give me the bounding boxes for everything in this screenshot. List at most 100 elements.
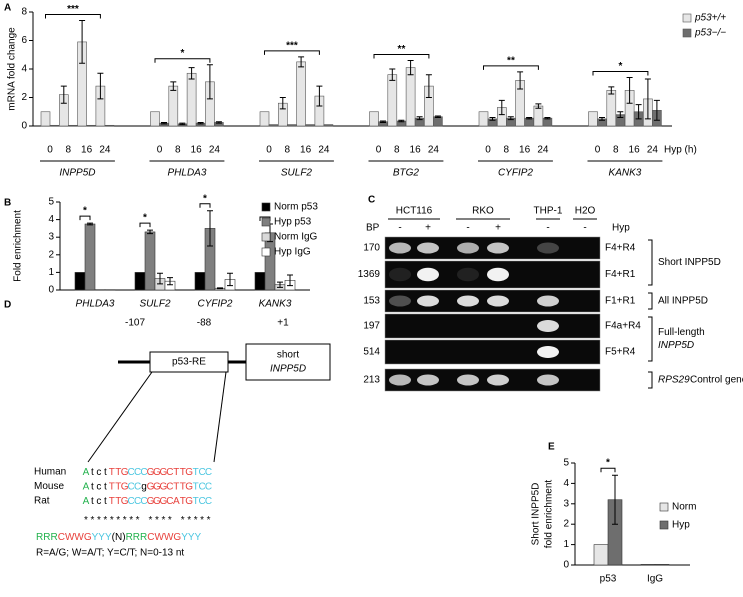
- gene-label: INPP5D: [270, 364, 306, 375]
- bar: [74, 272, 86, 291]
- sequence-char: C: [140, 496, 147, 507]
- significance-bracket: [592, 71, 649, 76]
- x-axis-label: Hyp (h): [664, 145, 697, 156]
- bar: [134, 272, 146, 291]
- sequence-char: T: [115, 481, 121, 492]
- size-label: 1369: [358, 269, 381, 280]
- y-tick-label: 5: [48, 197, 54, 208]
- gel-band: [389, 295, 411, 307]
- gel-band: [457, 374, 479, 386]
- bar: [305, 124, 315, 127]
- significance-bracket: [45, 14, 101, 19]
- legend-swatch: [682, 13, 692, 23]
- gel-band: [487, 295, 509, 307]
- sequence-char: G: [153, 496, 161, 507]
- sequence-char: G: [121, 481, 129, 492]
- sequence-char: T: [115, 496, 121, 507]
- group-bracket: [648, 292, 653, 310]
- error-bar: [626, 77, 633, 104]
- category-label: SULF2: [139, 299, 171, 310]
- gel-band: [457, 295, 479, 307]
- error-bar: [644, 78, 651, 120]
- bar: [150, 111, 160, 127]
- bar: [387, 74, 398, 127]
- error-bar: [612, 474, 618, 525]
- error-bar: [277, 281, 283, 288]
- significance: ***: [67, 4, 79, 15]
- sequence-char: C: [128, 481, 135, 492]
- bar: [144, 231, 156, 291]
- sequence-char: *: [187, 515, 191, 526]
- sequence-char: *: [168, 515, 172, 526]
- gel-band: [537, 295, 559, 307]
- significance-bracket: [79, 215, 91, 221]
- y-tick-label: 4: [21, 64, 27, 75]
- bar: [40, 111, 51, 127]
- error-bar: [227, 272, 233, 287]
- consensus: RRRCWWGYYY(N)RRRCWWGYYY: [36, 532, 202, 543]
- sequence-char: *: [161, 515, 165, 526]
- sequence-char: ): [122, 532, 125, 543]
- x-tick-label: 8: [285, 145, 291, 156]
- bar: [405, 67, 416, 127]
- sequence-char: A: [83, 481, 90, 492]
- y-tick-label: 4: [563, 478, 569, 489]
- sequence-char: C: [166, 481, 173, 492]
- sequence-char: C: [198, 496, 205, 507]
- category-label: IgG: [647, 574, 663, 585]
- primer-label: F5+R4: [605, 347, 636, 358]
- sequence-char: G: [121, 496, 129, 507]
- error-bar: [206, 64, 213, 100]
- x-tick-label: 0: [485, 145, 491, 156]
- sequence-char: G: [147, 467, 155, 478]
- error-bar: [97, 72, 104, 100]
- sequence-char: T: [180, 481, 186, 492]
- group-bracket: [648, 371, 653, 389]
- y-axis-label: fold enrichment: [544, 480, 555, 549]
- sequence-char: C: [134, 481, 141, 492]
- gel-band: [537, 374, 559, 386]
- sequence-char: C: [198, 481, 205, 492]
- x-tick-label: 0: [47, 145, 53, 156]
- primer-label: F1+R1: [605, 296, 636, 307]
- error-bar: [398, 119, 405, 123]
- species-label: Human: [34, 467, 66, 478]
- error-bar: [188, 67, 195, 80]
- x-tick-label: 16: [81, 145, 93, 156]
- sequence-char: C: [205, 481, 212, 492]
- y-tick-label: 5: [563, 458, 569, 469]
- size-label: 213: [363, 375, 380, 386]
- condition-label: Hyp: [612, 223, 630, 234]
- group-label: INPP5D: [658, 340, 694, 351]
- y-tick-label: 2: [563, 519, 569, 530]
- sequence-char: G: [160, 467, 168, 478]
- error-bar: [599, 116, 605, 121]
- sequence-char: [175, 515, 178, 526]
- gel-lane-strip: [384, 313, 601, 339]
- group-label: Control gene: [690, 375, 743, 386]
- legend-swatch: [261, 217, 271, 227]
- group-label: All INPP5D: [658, 296, 708, 307]
- x-tick-label: 16: [519, 145, 531, 156]
- panel-label: E: [548, 442, 555, 453]
- sequence-char: Y: [188, 532, 195, 543]
- error-bar: [407, 59, 414, 76]
- sequence-char: t: [91, 481, 94, 492]
- sequence-char: G: [153, 481, 161, 492]
- species-label: Mouse: [34, 481, 64, 492]
- treatment-sign: -: [546, 223, 549, 234]
- cell-line-label: HCT116: [396, 206, 433, 217]
- category-label: KANK3: [259, 299, 292, 310]
- error-bar: [507, 116, 514, 121]
- x-tick-label: 8: [394, 145, 400, 156]
- error-bar: [544, 116, 551, 120]
- y-tick-label: 8: [21, 7, 27, 18]
- size-label: 514: [363, 347, 380, 358]
- gel-band: [487, 267, 509, 282]
- error-bar: [197, 121, 204, 125]
- size-label: 153: [363, 296, 380, 307]
- x-tick-label: 0: [595, 145, 601, 156]
- error-bar: [279, 97, 286, 110]
- gel-lane-strip: [384, 339, 601, 365]
